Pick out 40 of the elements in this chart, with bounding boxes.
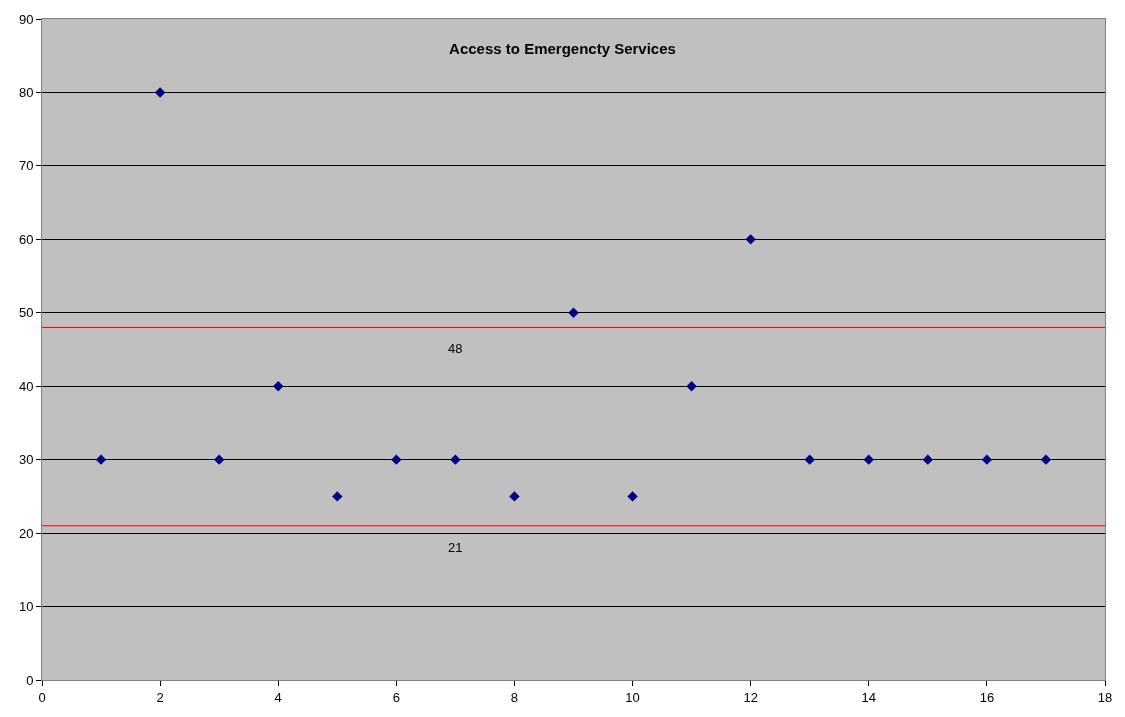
ref-line-label: 21 <box>448 540 463 555</box>
y-tick-label: 70 <box>18 158 34 174</box>
point <box>568 307 579 318</box>
x-tick-label: 2 <box>156 689 164 705</box>
point <box>1040 454 1052 465</box>
x-tick-label: 12 <box>743 689 758 705</box>
point <box>627 491 638 502</box>
point <box>509 491 520 502</box>
point <box>391 454 402 465</box>
y-tick-label: 20 <box>18 525 34 541</box>
point <box>154 87 166 98</box>
point <box>686 381 697 392</box>
y-tick-label: 60 <box>18 231 34 247</box>
x-tick-label: 4 <box>274 689 282 705</box>
point <box>95 454 107 465</box>
point <box>273 381 284 392</box>
point <box>922 454 934 465</box>
y-tick-label: 0 <box>26 672 34 688</box>
x-tick-label: 18 <box>1097 689 1113 705</box>
x-tick-label: 8 <box>510 689 519 705</box>
text: Access to Emergencty Services <box>449 39 676 57</box>
point <box>863 454 874 465</box>
point <box>332 491 343 502</box>
x-tick-label: 14 <box>861 689 877 705</box>
point <box>213 454 225 465</box>
point <box>745 234 756 245</box>
x-tick-label: 16 <box>979 689 995 705</box>
y-tick-label: 40 <box>18 378 34 394</box>
ref-line-label: 48 <box>448 341 463 356</box>
y-tick-label: 30 <box>18 452 34 468</box>
y-tick-label: 50 <box>18 305 34 321</box>
x-tick-label: 10 <box>625 689 640 705</box>
point <box>804 454 815 465</box>
x-tick-label: 6 <box>392 689 400 705</box>
point <box>981 454 993 465</box>
y-tick-label: 90 <box>18 11 34 27</box>
y-tick-label: 80 <box>18 84 34 100</box>
point <box>450 454 461 465</box>
y-tick-label: 10 <box>18 599 34 615</box>
x-tick-label: 0 <box>38 689 46 705</box>
